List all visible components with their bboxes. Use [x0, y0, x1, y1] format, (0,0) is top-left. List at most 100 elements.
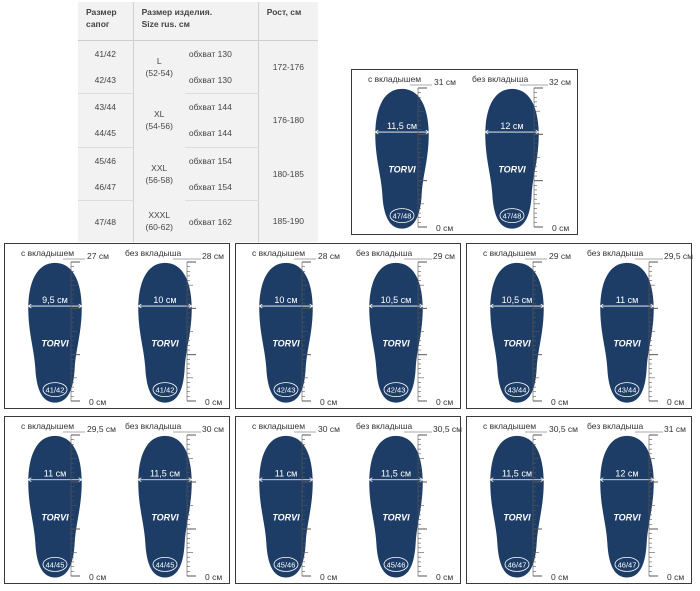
width-label: 10 см	[274, 295, 297, 305]
insole-shape	[600, 262, 654, 403]
size-oval	[383, 556, 409, 572]
zero-without: 0 см	[436, 572, 453, 582]
label-with-insert: с вкладышем	[483, 421, 536, 431]
item-size-letter: XL	[154, 109, 165, 120]
brand-logo: TORVI	[388, 164, 416, 174]
size-mark: 44/45	[156, 560, 175, 569]
item-size-letter: L	[156, 56, 162, 67]
insole-shape	[259, 262, 313, 403]
girth-cell: обхват 144	[184, 120, 259, 148]
ruler-with	[301, 261, 311, 402]
size-oval	[42, 382, 68, 398]
ruler-without	[533, 87, 543, 228]
width-label: 10,5 см	[502, 295, 533, 305]
label-without-insert: без вкладыша	[587, 248, 643, 258]
ruler-without	[417, 434, 427, 577]
width-label: 9,5 см	[42, 295, 68, 305]
width-label: 10,5 см	[381, 295, 412, 305]
zero-with: 0 см	[551, 572, 568, 582]
insole-without: 12 см TORVI 46/47	[600, 435, 654, 578]
width-label: 10 см	[153, 295, 176, 305]
insole-with: 10 см TORVI 42/43	[259, 262, 313, 403]
item-size-cell: XXL (56-58)	[133, 147, 185, 201]
width-label: 11,5 см	[381, 469, 411, 479]
girth-cell: обхват 154	[184, 173, 259, 202]
width-label: 11 см	[275, 469, 298, 479]
insole-with: 11,5 см TORVI 47/48	[375, 88, 429, 229]
girth-cell: обхват 130	[184, 66, 259, 95]
label-without-insert: без вкладыша	[125, 248, 181, 258]
insole-with: 11 см TORVI 44/45	[28, 435, 82, 578]
girth-cell: обхват 130	[184, 40, 259, 67]
length-with: 30,5 см	[549, 424, 578, 434]
insole-panel-47-48: с вкладышем без вкладыша 31 см 32 см 11,5 см…	[351, 69, 578, 235]
brand-logo: TORVI	[151, 513, 179, 523]
length-with: 29,5 см	[87, 424, 116, 434]
width-arrowheads	[490, 477, 544, 483]
zero-without: 0 см	[667, 397, 684, 407]
height-cell: 176-180	[272, 115, 304, 126]
size-mark: 43/44	[508, 386, 527, 395]
size-mark: 45/46	[277, 560, 296, 569]
brand-logo: TORVI	[503, 338, 531, 348]
zero-with: 0 см	[320, 572, 337, 582]
width-arrowheads	[485, 129, 539, 135]
size-mark: 41/42	[156, 386, 175, 395]
length-with: 29 см	[549, 251, 571, 261]
brand-logo: TORVI	[503, 513, 531, 523]
boot-size-cell: 44/45	[78, 120, 134, 148]
size-mark: 42/43	[277, 386, 296, 395]
size-oval	[42, 556, 68, 572]
girth-cell: обхват 154	[184, 147, 259, 174]
size-mark: 45/46	[387, 560, 406, 569]
zero-without: 0 см	[205, 397, 222, 407]
width-arrowheads	[600, 477, 654, 483]
brand-logo: TORVI	[41, 338, 69, 348]
zero-without: 0 см	[667, 572, 684, 582]
brand-logo: TORVI	[498, 164, 526, 174]
size-oval	[504, 382, 530, 398]
table-header-row: Размер сапог Размер изделия. Size rus. с…	[78, 2, 318, 41]
size-oval	[152, 382, 178, 398]
zero-with: 0 см	[89, 397, 106, 407]
width-label: 11,5 см	[387, 121, 417, 131]
insole-shape	[28, 262, 82, 403]
ruler-with	[532, 434, 542, 577]
item-size-cell: L (52-54)	[133, 40, 185, 94]
size-oval	[504, 556, 530, 572]
width-label: 11 см	[44, 469, 67, 479]
width-arrowheads	[375, 129, 429, 135]
width-arrowheads	[138, 303, 192, 309]
size-oval	[383, 382, 409, 398]
length-without: 28 см	[202, 251, 224, 261]
ruler-without	[417, 261, 427, 402]
insole-panel-44-45: с вкладышем без вкладыша 29,5 см 30 см 11 см…	[4, 416, 230, 584]
length-with: 31 см	[434, 77, 456, 87]
ruler-with	[301, 434, 311, 577]
label-without-insert: без вкладыша	[356, 421, 412, 431]
boot-size-cell: 47/48	[78, 200, 134, 242]
size-oval	[499, 208, 525, 224]
zero-with: 0 см	[436, 223, 453, 233]
insole-without: 12 см TORVI 47/48	[485, 88, 539, 229]
header-size-line1: Размер изделия.	[141, 7, 213, 17]
height-cell: 185-190	[272, 216, 304, 227]
zero-with: 0 см	[320, 397, 337, 407]
girth-cell: обхват 162	[184, 200, 259, 242]
size-mark: 44/45	[46, 560, 65, 569]
width-arrowheads	[28, 303, 82, 309]
insole-shape	[369, 435, 423, 578]
table-row: 47/48 XXXL (60-62) обхват 162 185-190	[78, 200, 318, 242]
insole-panel-46-47: с вкладышем без вкладыша 30,5 см 31 см 11,5 …	[466, 416, 692, 584]
brand-logo: TORVI	[613, 338, 641, 348]
width-arrowheads	[138, 477, 192, 483]
brand-logo: TORVI	[382, 338, 410, 348]
size-mark: 43/44	[618, 386, 637, 395]
insole-panel-45-46: с вкладышем без вкладыша 30 см 30,5 см 11 см…	[235, 416, 462, 584]
width-label: 11 см	[616, 295, 639, 305]
length-without: 31 см	[664, 424, 686, 434]
insole-without: 11 см TORVI 43/44	[600, 262, 654, 403]
width-label: 12 см	[615, 469, 638, 479]
item-size-cell: XL (54-56)	[133, 94, 185, 148]
brand-logo: TORVI	[272, 513, 300, 523]
